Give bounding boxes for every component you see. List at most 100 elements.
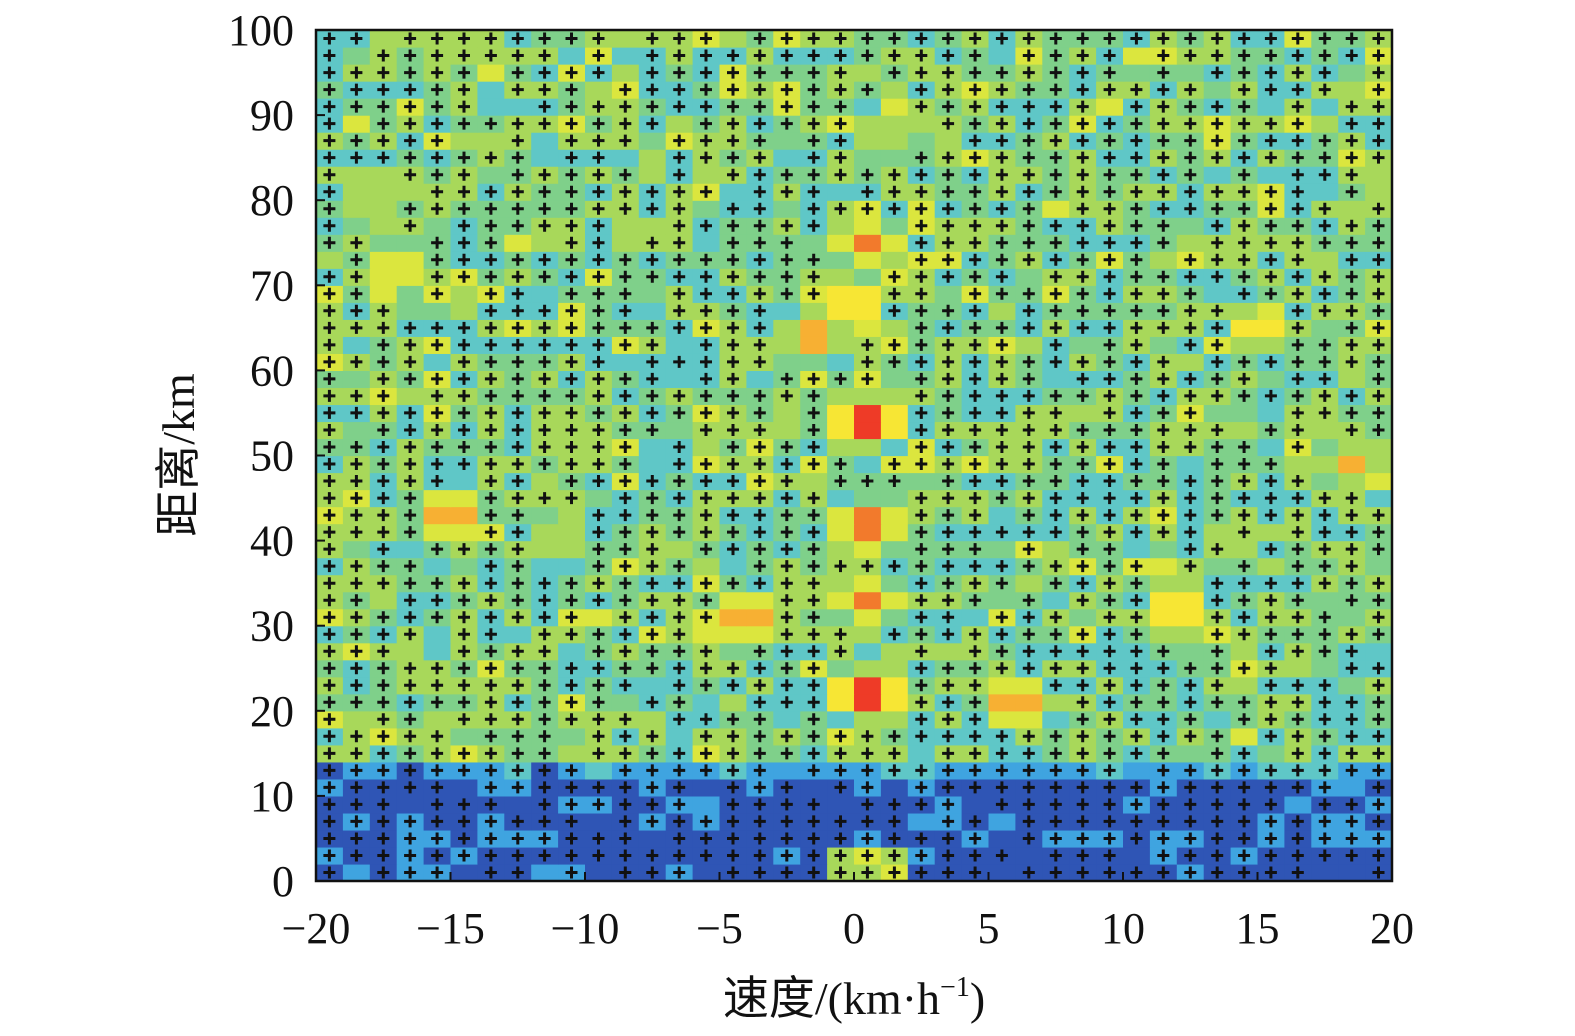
heatmap-cell <box>880 98 909 116</box>
plus-marker <box>377 321 390 334</box>
plus-marker <box>1211 747 1224 760</box>
heatmap-cell <box>1203 166 1232 184</box>
plus-marker <box>1130 713 1143 726</box>
plus-marker <box>404 219 417 232</box>
heatmap-cell <box>827 591 855 610</box>
plus-marker <box>969 679 982 692</box>
plus-marker <box>942 321 955 334</box>
plus-marker <box>1264 543 1277 556</box>
plus-marker <box>377 458 390 470</box>
plus-marker <box>458 849 470 862</box>
plus-marker <box>1184 83 1197 96</box>
heatmap-cell <box>531 540 559 559</box>
plus-marker <box>1345 100 1358 113</box>
plus-marker <box>700 730 712 743</box>
heatmap-cell <box>692 625 721 644</box>
plus-marker <box>969 441 982 453</box>
heatmap-cell <box>880 659 909 678</box>
heatmap-cell <box>827 574 855 593</box>
plus-marker <box>377 798 390 811</box>
plus-marker <box>1345 526 1358 539</box>
plus-marker <box>377 645 390 658</box>
plus-marker <box>1157 100 1170 113</box>
plus-marker <box>592 151 605 164</box>
plus-marker <box>1264 849 1277 862</box>
plus-marker <box>484 594 497 607</box>
plus-marker <box>727 117 739 130</box>
plus-marker <box>511 458 524 470</box>
plus-marker <box>780 730 793 743</box>
plus-marker <box>1076 679 1089 692</box>
plus-marker <box>861 747 874 760</box>
plus-marker <box>1184 338 1197 351</box>
plus-marker <box>673 168 686 181</box>
plus-marker <box>727 866 739 879</box>
plus-marker <box>1372 866 1385 879</box>
plus-marker <box>995 321 1008 334</box>
heatmap-cell <box>1230 302 1259 320</box>
plus-marker <box>1103 866 1116 879</box>
plus-marker <box>458 628 470 641</box>
plus-marker <box>995 117 1008 130</box>
plus-marker <box>350 458 363 470</box>
plus-marker <box>619 253 632 266</box>
plus-marker <box>1157 509 1170 522</box>
plus-marker <box>646 730 659 743</box>
y-tick-label: 60 <box>250 346 294 395</box>
plus-marker <box>834 134 847 147</box>
plus-marker <box>995 372 1008 385</box>
plus-marker <box>700 509 712 522</box>
plus-marker <box>511 338 524 351</box>
plus-marker <box>1022 321 1035 334</box>
plus-marker <box>619 406 632 419</box>
heatmap-cell <box>854 710 882 729</box>
plus-marker <box>592 185 605 198</box>
plus-marker <box>350 628 363 641</box>
plus-marker <box>404 611 417 624</box>
heatmap-cell <box>880 608 909 627</box>
plus-marker <box>780 236 793 249</box>
heatmap-cell <box>827 404 855 423</box>
plus-marker <box>753 49 766 62</box>
plus-marker <box>1157 441 1170 453</box>
plus-marker <box>700 577 712 590</box>
plus-marker <box>942 815 955 828</box>
plus-marker <box>323 645 336 658</box>
plus-marker <box>619 679 632 692</box>
plus-marker <box>753 849 766 862</box>
plus-marker <box>700 117 712 130</box>
plus-marker <box>1345 321 1358 334</box>
plus-marker <box>1184 372 1197 385</box>
plus-marker <box>350 287 363 300</box>
heatmap-cell <box>854 64 882 82</box>
plus-marker <box>431 747 444 760</box>
plus-marker <box>377 424 390 436</box>
plus-marker <box>1318 151 1331 164</box>
plus-marker <box>861 202 874 215</box>
plus-marker <box>888 832 901 845</box>
plus-marker <box>1291 168 1304 181</box>
heatmap-cell <box>961 795 990 814</box>
plus-marker <box>511 509 524 522</box>
plus-marker <box>1211 594 1224 607</box>
plus-marker <box>1211 781 1224 794</box>
plus-marker <box>1291 49 1304 62</box>
plus-marker <box>969 49 982 62</box>
plus-marker <box>1130 679 1143 692</box>
plus-marker <box>1238 219 1251 232</box>
plus-marker <box>727 66 739 79</box>
heatmap-cell <box>1311 98 1339 116</box>
plus-marker <box>942 338 955 351</box>
plus-marker <box>1022 611 1035 624</box>
plus-marker <box>646 236 659 249</box>
plus-marker <box>1130 832 1143 845</box>
plus-marker <box>1291 406 1304 419</box>
plus-marker <box>700 458 712 470</box>
plus-marker <box>323 679 336 692</box>
heatmap-cell <box>827 302 855 320</box>
plus-marker <box>969 117 982 130</box>
plus-marker <box>1318 730 1331 743</box>
plus-marker <box>807 509 820 522</box>
plus-marker <box>1103 577 1116 590</box>
plus-marker <box>538 304 551 317</box>
